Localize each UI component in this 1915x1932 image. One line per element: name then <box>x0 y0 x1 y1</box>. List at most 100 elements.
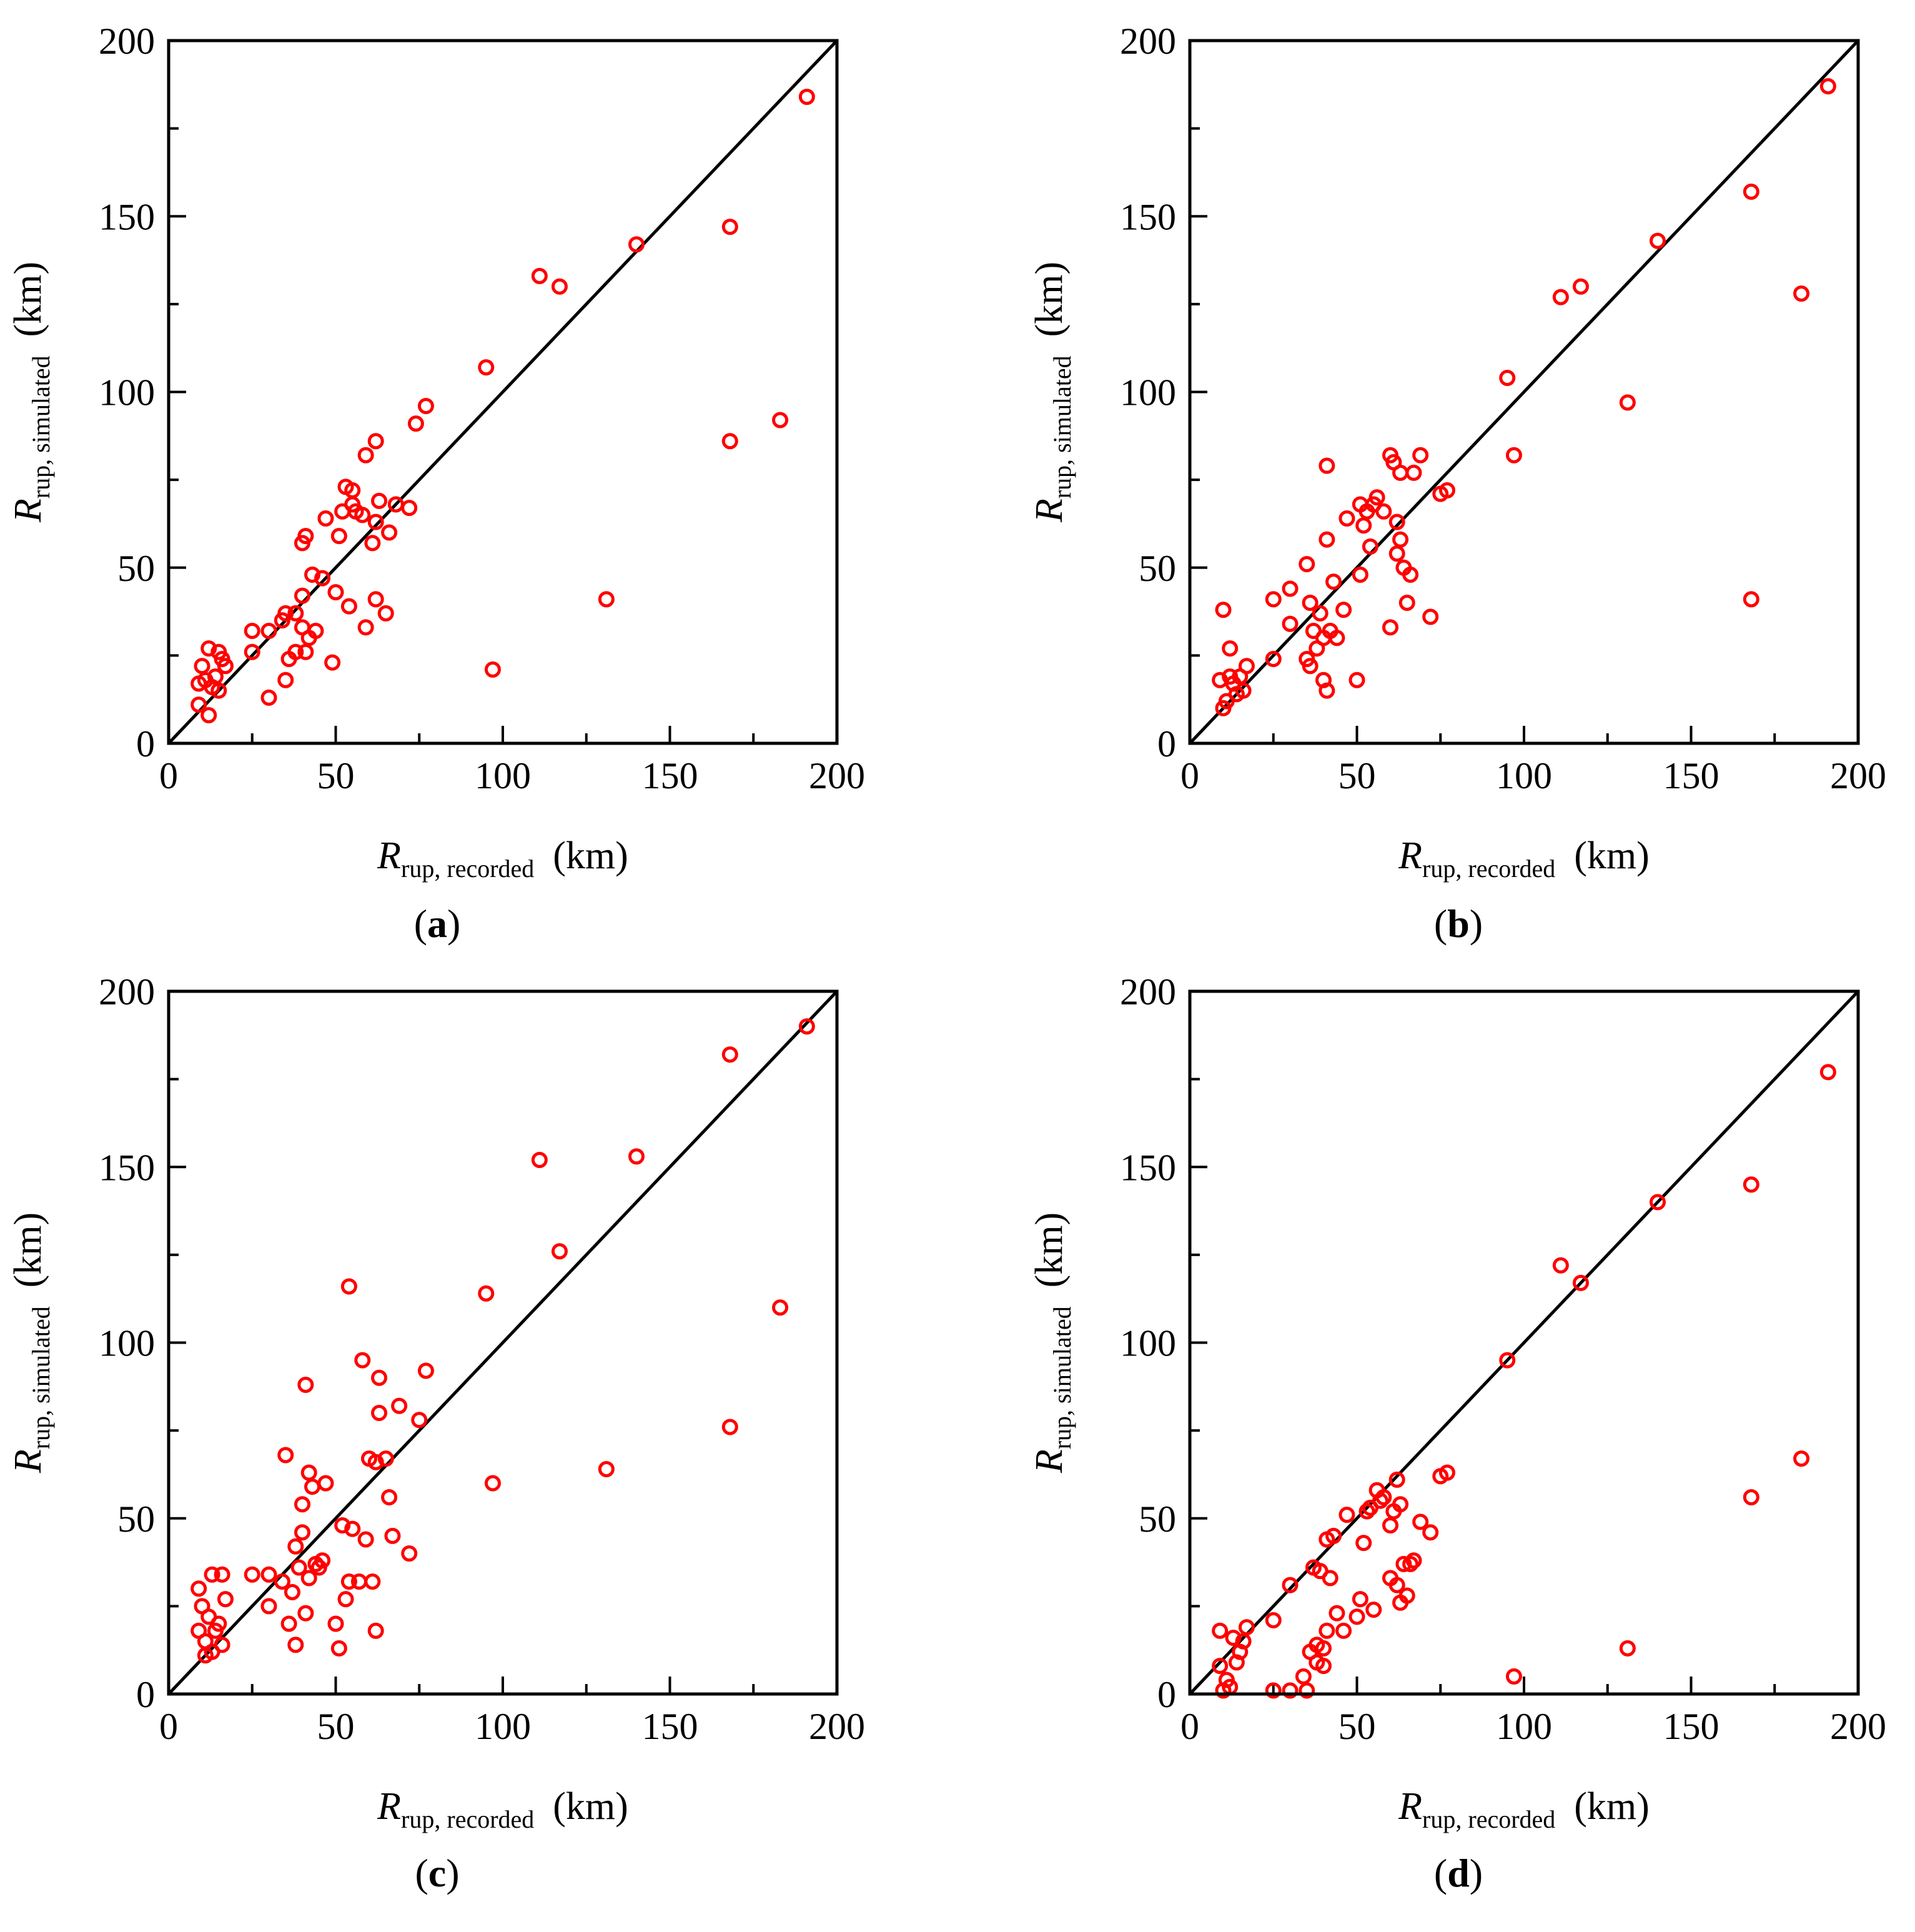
y-tick-label: 200 <box>99 21 155 62</box>
data-point <box>357 619 374 636</box>
data-point <box>1382 1517 1398 1533</box>
panel-b: 0 50 100 150 200 0 50 100 150 200 Rrup, recorded (k… <box>1028 21 1886 946</box>
data-point <box>1352 567 1368 583</box>
x-tick-label: 50 <box>317 1706 355 1747</box>
data-point <box>1388 513 1405 530</box>
data-point <box>1793 1450 1810 1467</box>
data-point <box>297 643 314 660</box>
data-point <box>1282 615 1299 632</box>
data-point <box>1225 1630 1242 1646</box>
data-point <box>478 359 495 376</box>
x-tick-label: 150 <box>1663 755 1720 796</box>
data-point <box>280 1615 297 1632</box>
y-tick-label: 50 <box>117 1499 155 1540</box>
data-point <box>1375 503 1392 520</box>
y-tick-label: 150 <box>1120 1147 1176 1188</box>
data-point <box>1650 1194 1666 1211</box>
data-point <box>210 682 227 699</box>
data-point <box>284 1583 300 1600</box>
data-point <box>598 1461 615 1477</box>
data-point <box>1212 1658 1229 1674</box>
x-tick-label: 100 <box>1496 1706 1552 1747</box>
data-point <box>330 528 347 545</box>
data-point <box>1365 1602 1382 1618</box>
data-point <box>1505 447 1522 463</box>
data-point <box>721 1419 738 1435</box>
data-point <box>1348 671 1365 688</box>
data-point <box>304 1479 321 1495</box>
data-point <box>551 278 568 295</box>
data-point <box>1265 591 1282 608</box>
data-point <box>1743 183 1759 200</box>
data-point <box>274 1573 290 1590</box>
data-point <box>1329 1605 1345 1622</box>
data-point <box>1552 289 1569 305</box>
data-point <box>1398 595 1415 611</box>
data-point <box>1619 394 1636 411</box>
data-point <box>340 598 357 615</box>
data-point <box>334 1517 351 1533</box>
data-point <box>294 587 310 604</box>
data-point <box>1402 567 1419 583</box>
data-point <box>401 500 418 517</box>
x-axis-title: Rrup, recorded (km) <box>1398 835 1650 883</box>
data-point <box>367 591 384 608</box>
data-point <box>1388 1471 1405 1488</box>
data-point <box>1572 278 1589 295</box>
data-point <box>1405 1552 1422 1569</box>
x-tick-label: 200 <box>809 1706 865 1747</box>
y-tick-label: 200 <box>99 971 155 1013</box>
y-axis-title: Rrup, simulated(km) <box>1028 1212 1076 1474</box>
data-point <box>217 1591 234 1608</box>
y-tick-label: 0 <box>136 1674 155 1715</box>
y-tick-label: 150 <box>1120 196 1176 237</box>
data-point <box>598 591 615 608</box>
x-tick-label: 50 <box>1339 755 1376 796</box>
y-tick-label: 150 <box>99 196 155 237</box>
panel-label: (c) <box>415 1851 459 1895</box>
panel-c: 0 50 100 150 200 0 50 100 150 200 Rrup, recorded (k… <box>7 971 865 1895</box>
data-point <box>1339 1507 1355 1523</box>
data-point <box>1395 1555 1412 1572</box>
data-point <box>551 1243 568 1260</box>
data-point <box>1322 1570 1339 1587</box>
y-tick-label: 0 <box>136 723 155 765</box>
panel-label: (b) <box>1434 901 1483 946</box>
data-point <box>1299 556 1315 573</box>
data-point <box>244 643 260 660</box>
data-point <box>244 623 260 639</box>
x-tick-label: 150 <box>642 755 698 796</box>
data-point <box>1499 1352 1516 1369</box>
data-point <box>214 1637 230 1653</box>
data-point <box>191 1580 207 1597</box>
plot-frame <box>1188 989 1860 1696</box>
data-point <box>1499 370 1516 386</box>
data-point <box>1398 1587 1415 1604</box>
data-point <box>364 1573 381 1590</box>
data-point <box>1743 1176 1759 1193</box>
panel-a: 0 50 100 150 200 0 50 100 150 200 Rrup, recorded (k… <box>7 21 865 946</box>
data-point <box>1315 1640 1332 1657</box>
data-point <box>300 1464 317 1481</box>
data-point <box>377 605 394 622</box>
data-point <box>317 1475 334 1492</box>
data-point <box>721 1046 738 1063</box>
data-point <box>1552 1257 1569 1274</box>
data-point <box>1302 658 1319 675</box>
data-point <box>1819 1064 1836 1081</box>
data-point <box>1265 1612 1282 1628</box>
data-point <box>191 696 207 713</box>
data-point <box>478 1285 495 1302</box>
data-point <box>484 1475 501 1492</box>
x-tick-label: 100 <box>475 755 531 796</box>
reference-line <box>1189 39 1859 745</box>
data-point <box>1265 651 1282 667</box>
data-point <box>531 1152 548 1168</box>
data-point <box>1235 1633 1252 1650</box>
data-point <box>204 1566 220 1583</box>
data-point <box>340 1278 357 1295</box>
data-point <box>1422 1524 1439 1541</box>
data-point <box>1743 1489 1759 1505</box>
y-tick-label: 0 <box>1157 723 1176 765</box>
x-tick-label: 50 <box>1339 1706 1376 1747</box>
